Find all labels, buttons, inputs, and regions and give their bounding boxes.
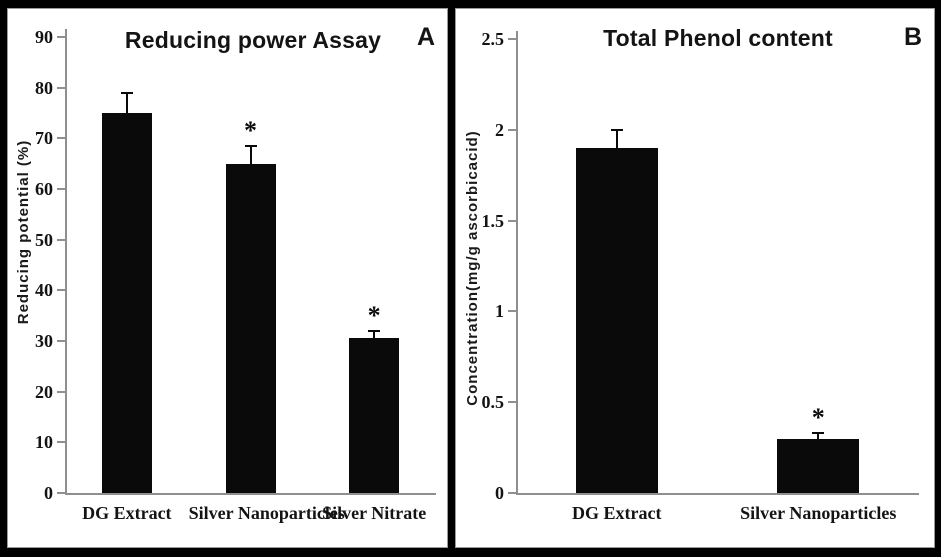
y-tick-label: 2.5 [481, 29, 505, 49]
significance-marker: * [244, 115, 257, 145]
bar [777, 438, 860, 493]
x-axis-line [65, 493, 436, 495]
y-tick-label: 1 [495, 301, 504, 322]
panel-a: Reducing power Assay A Reducing potentia… [7, 8, 448, 548]
y-tick-mark [57, 492, 65, 494]
significance-marker: * [811, 403, 825, 433]
chart-title: Reducing power Assay [124, 27, 382, 53]
y-tick-mark [508, 310, 516, 313]
significance-marker: * [367, 300, 381, 330]
y-tick-mark [508, 401, 516, 404]
y-tick-mark [57, 441, 65, 444]
x-axis-line [516, 493, 919, 495]
y-tick-label: 80 [35, 77, 53, 98]
chart-title: Total Phenol content [603, 25, 833, 51]
y-tick-mark [57, 289, 65, 292]
error-bar-cap [244, 144, 257, 147]
y-tick-label: 10 [35, 432, 53, 453]
y-tick-mark [57, 137, 65, 140]
y-tick-label: 0 [495, 483, 504, 503]
x-category-label: Silver Nanoparticles [740, 503, 897, 523]
y-tick-label: 50 [35, 229, 53, 250]
y-tick-label: 0.5 [481, 392, 505, 413]
y-tick-label: 70 [35, 128, 53, 149]
y-tick-mark [57, 36, 65, 38]
y-tick-mark [508, 128, 516, 131]
y-tick-mark [57, 390, 65, 393]
error-bar-line [373, 330, 376, 339]
panel-b: Total Phenol content B Concentration(mg/… [455, 8, 935, 548]
error-bar-cap [368, 329, 381, 332]
bar [575, 147, 658, 493]
y-tick-mark [508, 38, 516, 40]
panel-letter: B [903, 23, 922, 51]
y-tick-label: 1.5 [481, 210, 505, 231]
y-tick-label: 0 [44, 483, 53, 503]
error-bar-line [817, 433, 820, 439]
y-tick-label: 2 [495, 119, 504, 140]
y-tick-label: 60 [35, 179, 53, 199]
bar [349, 338, 400, 493]
y-tick-mark [57, 188, 65, 190]
error-bar-line [615, 129, 618, 148]
error-bar-cap [812, 432, 825, 435]
y-tick-label: 40 [35, 280, 53, 301]
y-axis-line [516, 31, 518, 495]
x-category-label: DG Extract [82, 503, 172, 523]
y-tick-label: 90 [35, 27, 53, 47]
y-axis-line [65, 29, 67, 495]
error-bar-line [125, 92, 128, 113]
panel-letter: A [416, 23, 435, 51]
x-category-label: Silver Nitrate [322, 503, 427, 523]
x-category-label: DG Extract [572, 503, 662, 523]
error-bar-line [249, 145, 252, 164]
y-tick-label: 30 [35, 331, 53, 351]
y-tick-label: 20 [35, 381, 53, 402]
bar [225, 163, 276, 493]
y-tick-mark [508, 219, 516, 222]
y-tick-mark [57, 86, 65, 89]
x-category-label: Silver Nanoparticles [188, 503, 345, 523]
error-bar-cap [120, 91, 133, 94]
y-tick-mark [508, 492, 516, 494]
y-tick-mark [57, 340, 65, 342]
error-bar-cap [610, 128, 623, 131]
y-tick-mark [57, 238, 65, 241]
bar [101, 113, 152, 493]
